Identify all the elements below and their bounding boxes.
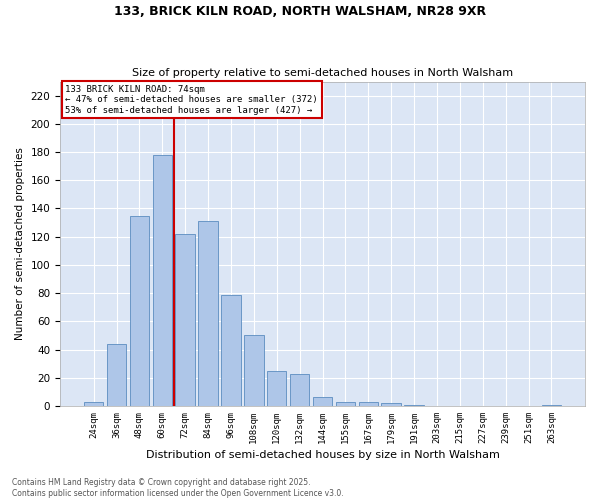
Bar	[221, 294, 241, 406]
Bar	[84, 402, 103, 406]
Bar	[152, 155, 172, 406]
X-axis label: Distribution of semi-detached houses by size in North Walsham: Distribution of semi-detached houses by …	[146, 450, 499, 460]
Bar	[130, 216, 149, 406]
Bar	[359, 402, 378, 406]
Bar	[199, 221, 218, 406]
Title: Size of property relative to semi-detached houses in North Walsham: Size of property relative to semi-detach…	[132, 68, 513, 78]
Bar	[313, 398, 332, 406]
Bar	[267, 370, 286, 406]
Bar	[404, 404, 424, 406]
Bar	[335, 402, 355, 406]
Bar	[175, 234, 195, 406]
Bar	[542, 404, 561, 406]
Text: 133, BRICK KILN ROAD, NORTH WALSHAM, NR28 9XR: 133, BRICK KILN ROAD, NORTH WALSHAM, NR2…	[114, 5, 486, 18]
Text: 133 BRICK KILN ROAD: 74sqm
← 47% of semi-detached houses are smaller (372)
53% o: 133 BRICK KILN ROAD: 74sqm ← 47% of semi…	[65, 85, 318, 114]
Bar	[244, 336, 263, 406]
Bar	[382, 403, 401, 406]
Y-axis label: Number of semi-detached properties: Number of semi-detached properties	[15, 148, 25, 340]
Bar	[107, 344, 126, 406]
Bar	[290, 374, 310, 406]
Text: Contains HM Land Registry data © Crown copyright and database right 2025.
Contai: Contains HM Land Registry data © Crown c…	[12, 478, 344, 498]
